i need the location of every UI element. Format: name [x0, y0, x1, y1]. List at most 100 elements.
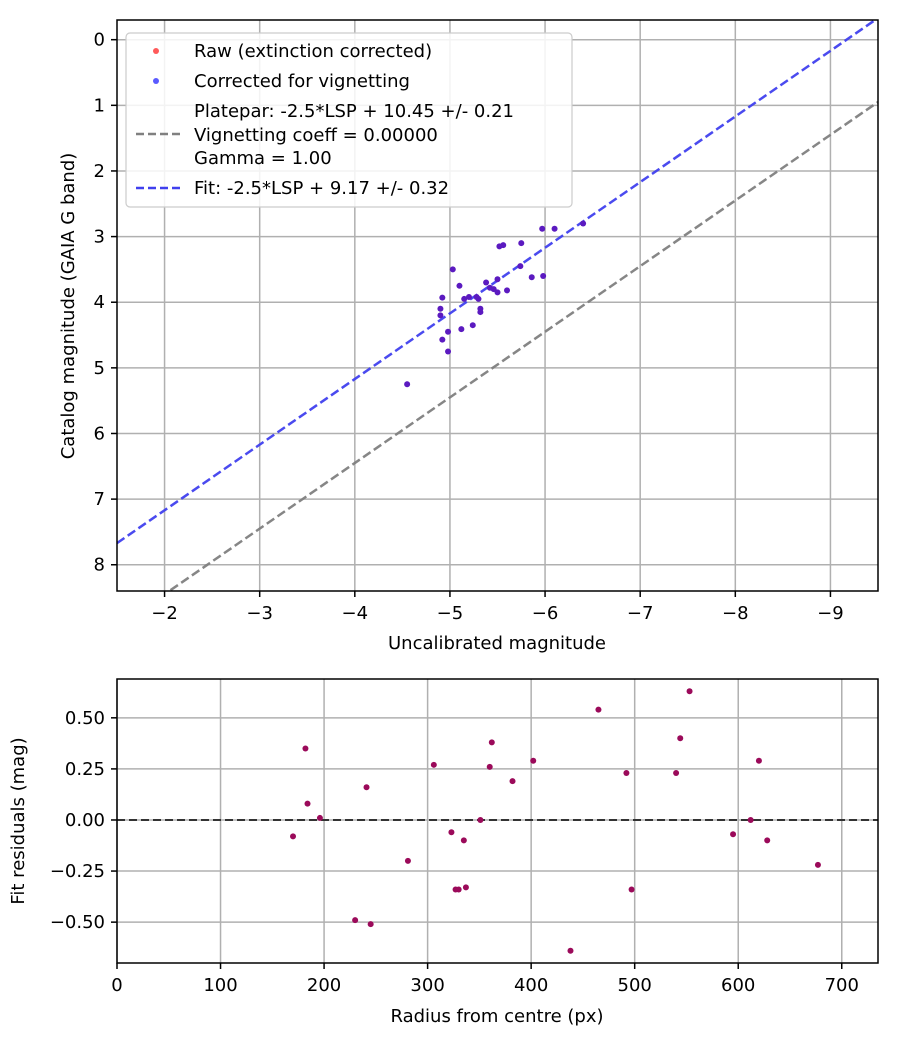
data-point	[494, 289, 501, 296]
data-point	[494, 276, 501, 283]
y-tick-label: −0.50	[50, 912, 105, 933]
data-point	[456, 282, 463, 289]
x-tick-label: 100	[203, 975, 237, 996]
y-tick-label: 0.00	[65, 810, 105, 831]
legend-gamma-label: Gamma = 1.00	[194, 148, 332, 169]
data-point	[304, 800, 311, 807]
calibration-plot-frame	[116, 19, 879, 592]
x-tick-label: 700	[825, 975, 859, 996]
y-tick-label: 4	[94, 292, 105, 313]
data-point	[673, 769, 680, 776]
data-point	[517, 263, 524, 270]
calibration-points	[404, 220, 587, 388]
y-tick-label: 0.25	[65, 759, 105, 780]
data-point	[504, 287, 511, 294]
y-tick-label: 0.50	[65, 708, 105, 729]
x-tick-label: −3	[246, 603, 273, 624]
data-point	[528, 274, 535, 281]
x-tick-label: 500	[618, 975, 652, 996]
y-tick-label: 8	[94, 555, 105, 576]
data-point	[551, 225, 558, 232]
x-tick-label: 0	[111, 975, 122, 996]
data-point	[352, 917, 359, 924]
residuals-y-axis-label: Fit residuals (mag)	[8, 737, 29, 904]
calibration-y-axis-label: Catalog magnitude (GAIA G band)	[58, 153, 79, 460]
calibration-chart: −2 −3 −4 −5 −6 −7 −8 −9 0 1 2 3 4 5 6 7 8 Uncalibrated …	[58, 19, 879, 654]
x-tick-label: −6	[532, 603, 559, 624]
x-tick-label: 300	[410, 975, 444, 996]
x-tick-label: −7	[627, 603, 654, 624]
data-point	[764, 837, 771, 844]
legend-corrected-marker	[153, 78, 159, 84]
data-point	[445, 328, 452, 335]
data-point	[518, 240, 525, 247]
data-point	[449, 266, 456, 273]
residuals-chart: 0 100 200 300 400 500 600 700 −0.50 −0.25 0.00 0.2…	[8, 678, 879, 1027]
data-point	[477, 309, 484, 316]
residuals-plot-frame	[116, 678, 879, 964]
data-point	[439, 294, 446, 301]
residuals-x-ticks: 0 100 200 300 400 500 600 700	[111, 963, 859, 996]
data-point	[530, 757, 537, 764]
data-point	[509, 778, 516, 785]
data-point	[404, 381, 411, 388]
y-tick-label: 7	[94, 489, 105, 510]
data-point	[437, 305, 444, 312]
y-tick-label: 3	[94, 227, 105, 248]
legend-raw-marker	[153, 48, 159, 54]
legend-box	[125, 32, 573, 208]
data-point	[363, 784, 370, 791]
data-point	[404, 857, 411, 864]
x-tick-label: −4	[342, 603, 369, 624]
x-tick-label: −8	[722, 603, 749, 624]
x-tick-label: 600	[721, 975, 755, 996]
legend-platepar-label: Platepar: -2.5*LSP + 10.45 +/- 0.21	[194, 101, 514, 122]
data-point	[483, 279, 490, 286]
data-point	[290, 833, 297, 840]
calibration-y-ticks: 0 1 2 3 4 5 6 7 8	[94, 30, 117, 576]
legend-vignetting-label: Vignetting coeff = 0.00000	[194, 125, 438, 146]
data-point	[302, 745, 309, 752]
y-tick-label: 5	[94, 358, 105, 379]
data-point	[500, 242, 507, 249]
data-point	[455, 886, 462, 893]
data-point	[540, 272, 547, 279]
data-point	[430, 761, 437, 768]
data-point	[462, 884, 469, 891]
x-tick-label: −5	[437, 603, 464, 624]
data-point	[465, 293, 472, 300]
data-point	[814, 861, 821, 868]
data-point	[486, 763, 493, 770]
data-point	[458, 326, 465, 333]
residuals-points	[290, 688, 821, 954]
y-tick-label: 0	[94, 30, 105, 51]
x-tick-label: −2	[151, 603, 178, 624]
data-point	[460, 837, 467, 844]
data-point	[686, 688, 693, 695]
data-point	[539, 225, 546, 232]
data-point	[469, 322, 476, 329]
calibration-x-axis-label: Uncalibrated magnitude	[388, 633, 606, 654]
legend: Raw (extinction corrected) Corrected for…	[125, 32, 573, 208]
legend-fit-label: Fit: -2.5*LSP + 9.17 +/- 0.32	[194, 178, 449, 199]
data-point	[448, 829, 455, 836]
residuals-y-ticks: −0.50 −0.25 0.00 0.25 0.50	[50, 708, 117, 933]
legend-corrected-label: Corrected for vignetting	[194, 71, 410, 92]
data-point	[477, 816, 484, 823]
data-point	[367, 921, 374, 928]
data-point	[595, 706, 602, 713]
data-point	[747, 816, 754, 823]
data-point	[677, 735, 684, 742]
data-point	[730, 831, 737, 838]
x-tick-label: 200	[307, 975, 341, 996]
fit-line-platepar	[167, 101, 878, 591]
legend-raw-label: Raw (extinction corrected)	[194, 41, 432, 62]
data-point	[475, 295, 482, 302]
data-point	[461, 295, 468, 302]
data-point	[488, 739, 495, 746]
data-point	[755, 757, 762, 764]
y-tick-label: 2	[94, 161, 105, 182]
data-point	[316, 814, 323, 821]
y-tick-label: −0.25	[50, 861, 105, 882]
